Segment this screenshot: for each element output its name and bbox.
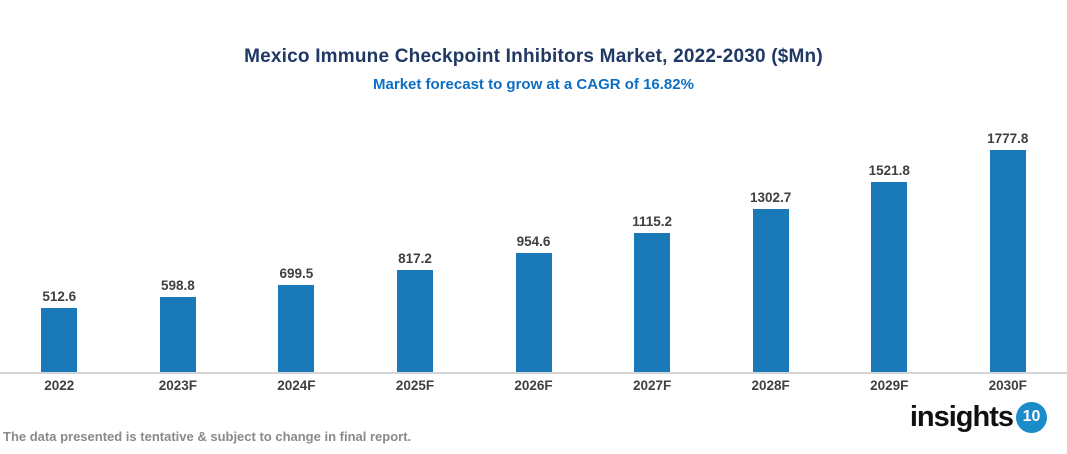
chart-subtitle: Market forecast to grow at a CAGR of 16.… — [373, 76, 694, 93]
bar-column: 1777.8 — [949, 131, 1067, 372]
bar-value-label: 699.5 — [279, 265, 314, 281]
bar-chart: 512.6 598.8 699.5 817.2 954.6 1115.2 1302.7 152… — [0, 100, 1067, 400]
bar — [871, 182, 908, 372]
bar-column: 1115.2 — [593, 214, 712, 372]
bar-column: 598.8 — [119, 278, 238, 372]
bar-column: 512.6 — [0, 289, 119, 372]
bar — [159, 297, 196, 372]
logo-text: insights — [909, 400, 1014, 433]
logo-badge-circle: 10 — [1016, 401, 1047, 433]
bar — [278, 284, 315, 372]
bar-value-label: 1302.7 — [750, 190, 792, 206]
bar — [989, 150, 1026, 372]
bar-value-label: 1777.8 — [987, 131, 1029, 146]
category-label: 2030F — [988, 378, 1027, 393]
category-label: 2024F — [277, 378, 316, 393]
plot-area: 512.6 598.8 699.5 817.2 954.6 1115.2 1302.7 152… — [0, 100, 1067, 372]
bar-value-label: 512.6 — [42, 289, 77, 304]
category-label: 2029F — [870, 378, 909, 393]
bar-column: 817.2 — [356, 251, 475, 372]
bar — [752, 209, 789, 372]
chart-title: Mexico Immune Checkpoint Inhibitors Mark… — [244, 46, 823, 67]
category-label: 2026F — [514, 378, 553, 393]
bar-column: 1521.8 — [830, 163, 949, 372]
bar — [396, 270, 433, 372]
x-axis-line — [0, 372, 1067, 374]
bar — [515, 252, 552, 372]
category-label: 2023F — [158, 378, 197, 393]
category-label: 2022 — [44, 378, 75, 393]
category-axis: 2022 2023F 2024F 2025F 2026F 2027F 2028F 2029F 2… — [0, 378, 1067, 393]
bar-value-label: 817.2 — [398, 251, 432, 266]
bar-value-label: 598.8 — [160, 278, 195, 294]
bar-column: 954.6 — [474, 234, 593, 372]
bar — [41, 308, 78, 372]
footer-disclaimer: The data presented is tentative & subjec… — [3, 429, 412, 444]
bar-column: 1302.7 — [711, 190, 830, 372]
category-label: 2025F — [395, 378, 435, 393]
bar-column: 699.5 — [237, 266, 356, 372]
insights10-logo: insights 10 — [910, 399, 1047, 435]
category-label: 2028F — [751, 378, 790, 393]
bar-value-label: 1521.8 — [868, 163, 910, 178]
category-label: 2027F — [632, 378, 672, 393]
bar-value-label: 1115.2 — [632, 213, 672, 229]
bar — [634, 232, 671, 372]
bar-value-label: 954.6 — [516, 233, 551, 249]
